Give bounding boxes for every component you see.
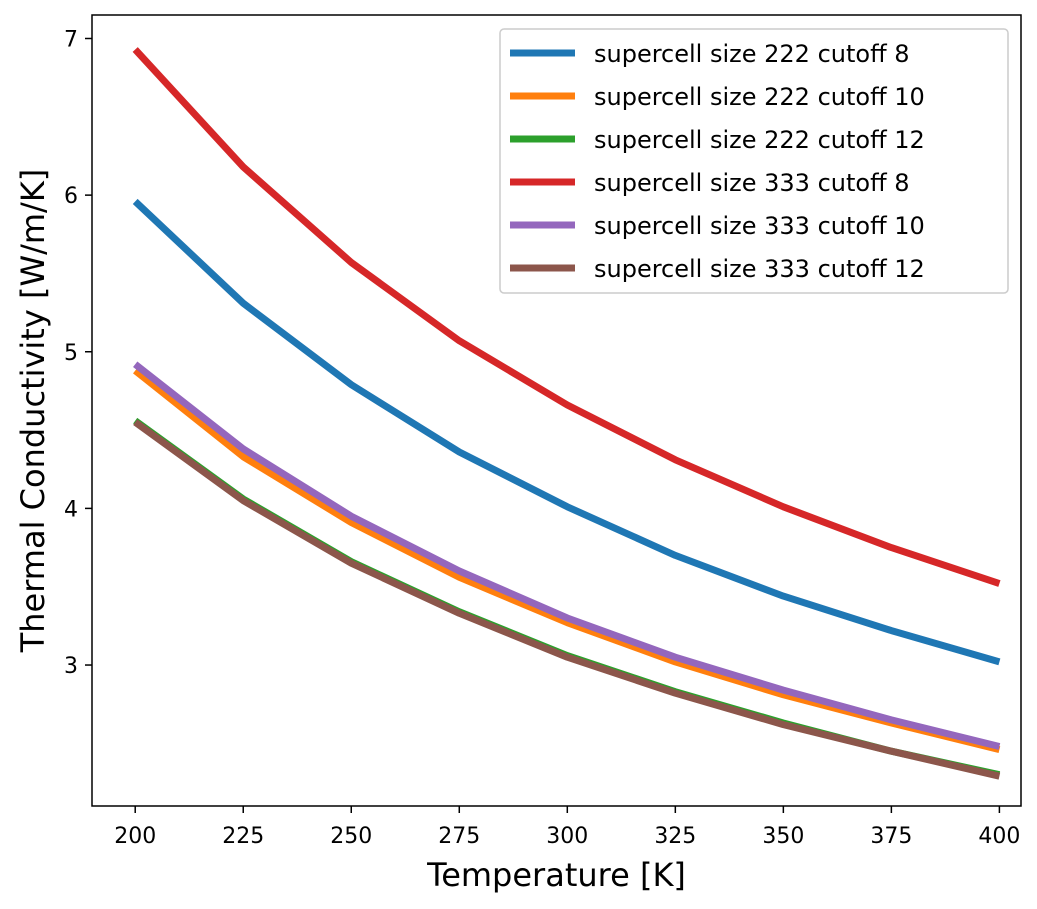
- series-line-4: [132, 47, 1001, 587]
- series-lines: [132, 47, 1001, 780]
- legend-label: supercell size 222 cutoff 10: [594, 83, 925, 111]
- y-tick-label: 4: [64, 497, 78, 522]
- legend-label: supercell size 333 cutoff 8: [594, 169, 910, 197]
- x-tick-label: 250: [330, 824, 372, 849]
- y-axis-label: Thermal Conductivity [W/m/K]: [14, 169, 52, 654]
- legend-label: supercell size 222 cutoff 12: [594, 126, 925, 154]
- legend-label: supercell size 333 cutoff 12: [594, 255, 925, 283]
- x-tick-label: 225: [222, 824, 264, 849]
- y-tick-label: 7: [64, 27, 78, 52]
- x-tick-label: 375: [870, 824, 912, 849]
- x-tick-label: 325: [654, 824, 696, 849]
- y-tick-label: 6: [64, 184, 78, 209]
- legend-box: [499, 28, 1009, 294]
- legend-label: supercell size 222 cutoff 8: [594, 40, 910, 68]
- legend-label: supercell size 333 cutoff 10: [594, 212, 925, 240]
- y-axis-ticks: 3 4 5 6 7: [64, 27, 92, 679]
- series-line-5: [133, 361, 1001, 750]
- series-line-2: [133, 367, 1001, 753]
- x-axis-ticks: 200 225 250 275 300 325 350 375 400: [114, 806, 1020, 849]
- y-tick-label: 3: [64, 654, 78, 679]
- y-tick-label: 5: [64, 341, 78, 366]
- x-axis-label: Temperature [K]: [426, 856, 686, 894]
- x-tick-label: 275: [438, 824, 480, 849]
- series-line-6: [133, 419, 1001, 780]
- plot-frame: [91, 14, 1022, 807]
- x-tick-label: 400: [978, 824, 1020, 849]
- legend: supercell size 222 cutoff 8 supercell siz…: [499, 28, 1009, 294]
- x-tick-label: 300: [546, 824, 588, 849]
- x-tick-label: 350: [762, 824, 804, 849]
- series-line-1: [132, 198, 1001, 666]
- x-tick-label: 200: [114, 824, 156, 849]
